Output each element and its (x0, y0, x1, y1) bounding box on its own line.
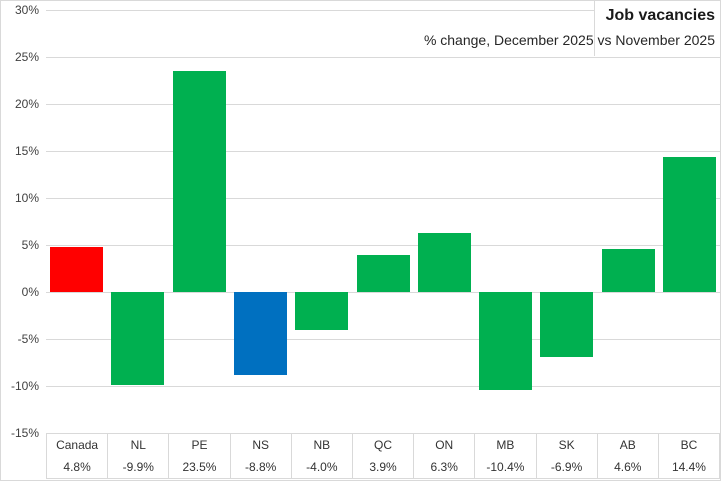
value-label: -4.0% (306, 460, 338, 474)
category-label: AB (619, 438, 636, 452)
category-label: NB (313, 438, 331, 452)
bar-on (418, 233, 471, 292)
data-table-column-qc: QC 3.9% (353, 434, 415, 478)
gridline (46, 245, 720, 246)
data-table-column-sk: SK -6.9% (537, 434, 598, 478)
gridline (46, 57, 720, 58)
category-label: Canada (56, 438, 99, 452)
value-label: 4.8% (63, 460, 91, 474)
y-axis-tick-label: 25% (14, 50, 39, 64)
data-table-column-bc: BC 14.4% (659, 434, 720, 478)
bar-ab (602, 249, 655, 292)
gridline (46, 151, 720, 152)
bar-mb (479, 292, 532, 390)
category-label: MB (496, 438, 515, 452)
category-label: NL (130, 438, 146, 452)
data-table-column-pe: PE 23.5% (169, 434, 231, 478)
data-table: Canada 4.8% NL -9.9% PE 23.5% NS -8.8% NB -4.0% QC… (46, 433, 720, 479)
bar-qc (357, 255, 410, 292)
value-label: 14.4% (671, 460, 706, 474)
bar-nl (111, 292, 164, 385)
data-table-column-canada: Canada 4.8% (47, 434, 109, 478)
value-label: -6.9% (550, 460, 583, 474)
y-axis-tick-label: -15% (10, 426, 39, 440)
bar-sk (540, 292, 593, 357)
y-axis-tick-label: 20% (14, 97, 39, 111)
gridline (46, 198, 720, 199)
y-axis-tick-label: -10% (10, 379, 39, 393)
data-table-column-ns: NS -8.8% (231, 434, 292, 478)
data-table-column-ab: AB 4.6% (598, 434, 659, 478)
gridline (46, 104, 720, 105)
data-table-column-nb: NB -4.0% (292, 434, 353, 478)
bar-bc (663, 157, 716, 292)
data-table-column-on: ON 6.3% (414, 434, 476, 478)
gridline (46, 386, 720, 387)
y-axis-tick-label: -5% (17, 332, 39, 346)
y-axis-tick-label: 10% (14, 191, 39, 205)
value-label: 23.5% (182, 460, 217, 474)
bar-pe (173, 71, 226, 292)
value-label: 3.9% (369, 460, 397, 474)
category-label: QC (374, 438, 393, 452)
category-label: BC (680, 438, 698, 452)
category-label: NS (252, 438, 269, 452)
bar-ns (234, 292, 287, 375)
value-label: -8.8% (244, 460, 277, 474)
y-axis-tick-label: 15% (14, 144, 39, 158)
value-label: 6.3% (430, 460, 458, 474)
data-table-column-mb: MB -10.4% (475, 434, 537, 478)
y-axis-tick-label: 5% (21, 238, 39, 252)
value-label: -10.4% (486, 460, 525, 474)
value-label: -9.9% (122, 460, 154, 474)
category-label: PE (191, 438, 208, 452)
category-label: ON (435, 438, 454, 452)
y-axis-tick-label: 0% (21, 285, 39, 299)
gridline (46, 339, 720, 340)
bar-nb (295, 292, 348, 330)
chart-title: Job vacancies (605, 7, 715, 24)
bar-canada (50, 247, 103, 292)
data-table-column-nl: NL -9.9% (108, 434, 170, 478)
title-background-box (594, 1, 720, 56)
category-label: SK (558, 438, 575, 452)
chart-subtitle: % change, December 2025 vs November 2025 (423, 32, 715, 48)
gridline (46, 292, 720, 293)
y-axis-tick-label: 30% (14, 3, 39, 17)
value-label: 4.6% (614, 460, 642, 474)
gridline (46, 10, 720, 11)
